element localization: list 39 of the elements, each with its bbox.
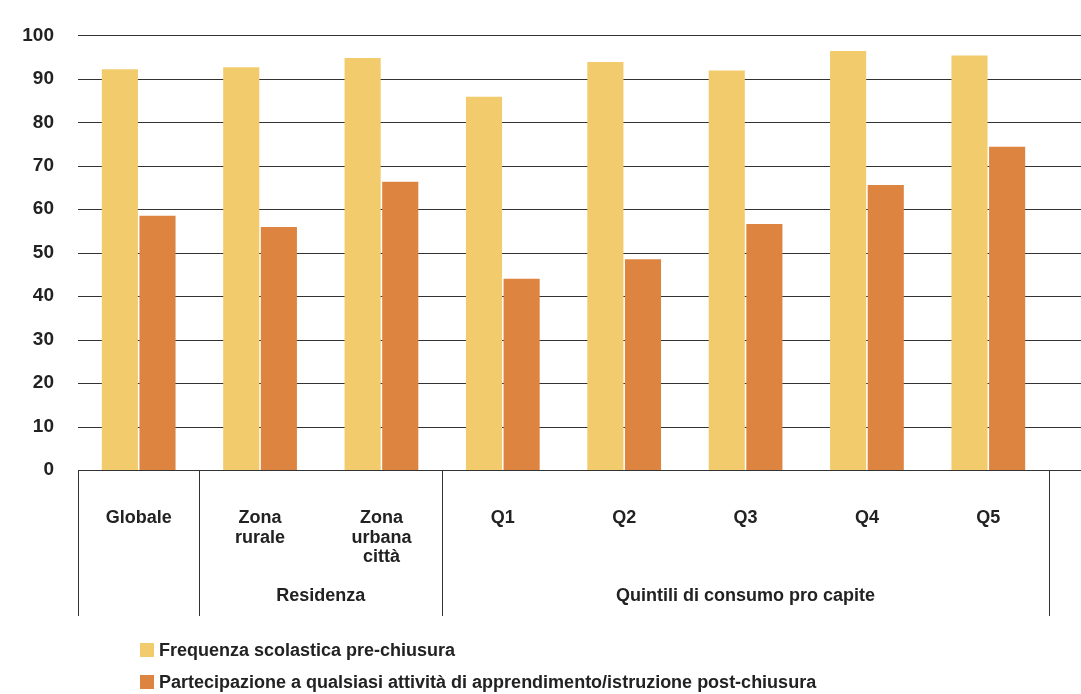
legend-label: Frequenza scolastica pre-chiusura [159,639,456,661]
bar [139,215,176,470]
y-tick-label: 40 [32,284,54,306]
x-tick-label: Q4 [854,506,879,527]
text: Quintili di consumo pro capite [616,584,876,605]
bar [746,224,783,470]
bar [830,51,867,470]
x-tick-label: Q5 [976,506,1001,527]
legend-label: Partecipazione a qualsiasi attività di apprendimento/istruzione post-chiusura [159,671,817,693]
bar [708,70,745,470]
bar [382,181,419,470]
x-tick-label: Globale [105,506,172,527]
y-tick-label: 30 [32,327,54,349]
y-tick-label: 20 [32,371,54,393]
bar [951,55,988,470]
y-tick-label: 70 [32,154,54,176]
bar [989,146,1026,470]
x-tick-label: Q2 [612,506,637,527]
bar [101,69,138,470]
y-tick-label: 80 [32,110,54,132]
bar [624,259,662,470]
bar [223,67,260,470]
bar [465,96,503,470]
bar [260,227,297,470]
bar [587,61,624,470]
text: Residenza [276,584,367,605]
x-tick-label: Zona rurale [235,506,286,547]
x-tick-label: Zona urbana città [351,506,413,567]
y-tick-label: 60 [32,197,54,219]
y-tick-label: 10 [32,414,54,436]
y-tick-label: 90 [32,67,54,89]
bar [503,278,540,470]
y-tick-label: 0 [43,458,54,480]
y-tick-label: 50 [32,240,54,262]
y-tick-label: 100 [22,23,54,45]
bar [344,58,381,470]
x-tick-label: Q3 [733,506,758,527]
bar [867,184,904,470]
x-tick-label: Q1 [490,506,515,527]
